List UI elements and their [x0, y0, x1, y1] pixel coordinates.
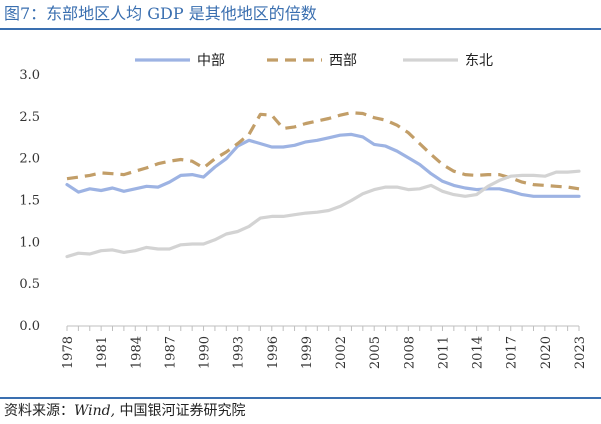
title-rule	[0, 28, 601, 30]
x-tick-label: 2008	[402, 336, 417, 369]
y-tick-label: 2.0	[19, 152, 40, 167]
legend-label-3: 东北	[465, 53, 493, 69]
y-tick-label: 1.0	[19, 235, 40, 250]
figure-title: 图7：东部地区人均 GDP 是其他地区的倍数	[4, 4, 317, 23]
legend-label-2: 西部	[329, 53, 357, 69]
y-tick-label: 1.5	[19, 194, 40, 209]
x-tick-label: 2011	[436, 336, 451, 369]
x-tick-label: 1999	[300, 336, 315, 369]
x-tick-label: 1987	[163, 336, 178, 369]
legend: 中部 西部 东北	[135, 53, 493, 69]
y-tick-label: 0.0	[19, 319, 40, 334]
x-tick-label: 2020	[539, 336, 554, 369]
source-institute: 中国银河证券研究院	[115, 403, 246, 419]
x-tick-label: 1996	[266, 336, 281, 369]
source-note: 资料来源：Wind, 中国银河证券研究院	[4, 401, 246, 421]
y-tick-label: 0.5	[19, 277, 40, 292]
axes: 0.0 0.5 1.0 1.5 2.0 2.5 3.0 1978 1981 1984 1987 199…	[19, 68, 588, 369]
series-line-3	[65, 169, 581, 259]
y-tick-label: 3.0	[19, 68, 40, 83]
x-tick-label: 1993	[232, 336, 247, 369]
x-tick-label: 2017	[505, 336, 520, 369]
source-rule	[0, 397, 601, 399]
series-line-1	[65, 132, 581, 198]
series-line-2	[66, 111, 580, 191]
source-prefix: 资料来源：	[4, 403, 74, 419]
y-tick-label: 2.5	[19, 110, 40, 125]
source-wind: Wind,	[74, 403, 116, 419]
x-tick-label: 1981	[95, 336, 110, 369]
legend-label-1: 中部	[197, 53, 225, 69]
series-group	[65, 111, 581, 259]
x-tick-label: 2005	[368, 336, 383, 369]
x-tick-label: 1984	[129, 336, 144, 369]
x-tick-label: 2002	[334, 336, 349, 369]
line-chart: 0.0 0.5 1.0 1.5 2.0 2.5 3.0 1978 1981 1984 1987 199…	[19, 53, 588, 369]
x-tick-label: 2014	[471, 336, 486, 369]
x-tick-label: 2023	[573, 336, 588, 369]
x-tick-label: 1990	[198, 336, 213, 369]
x-tick-label: 1978	[61, 336, 76, 369]
